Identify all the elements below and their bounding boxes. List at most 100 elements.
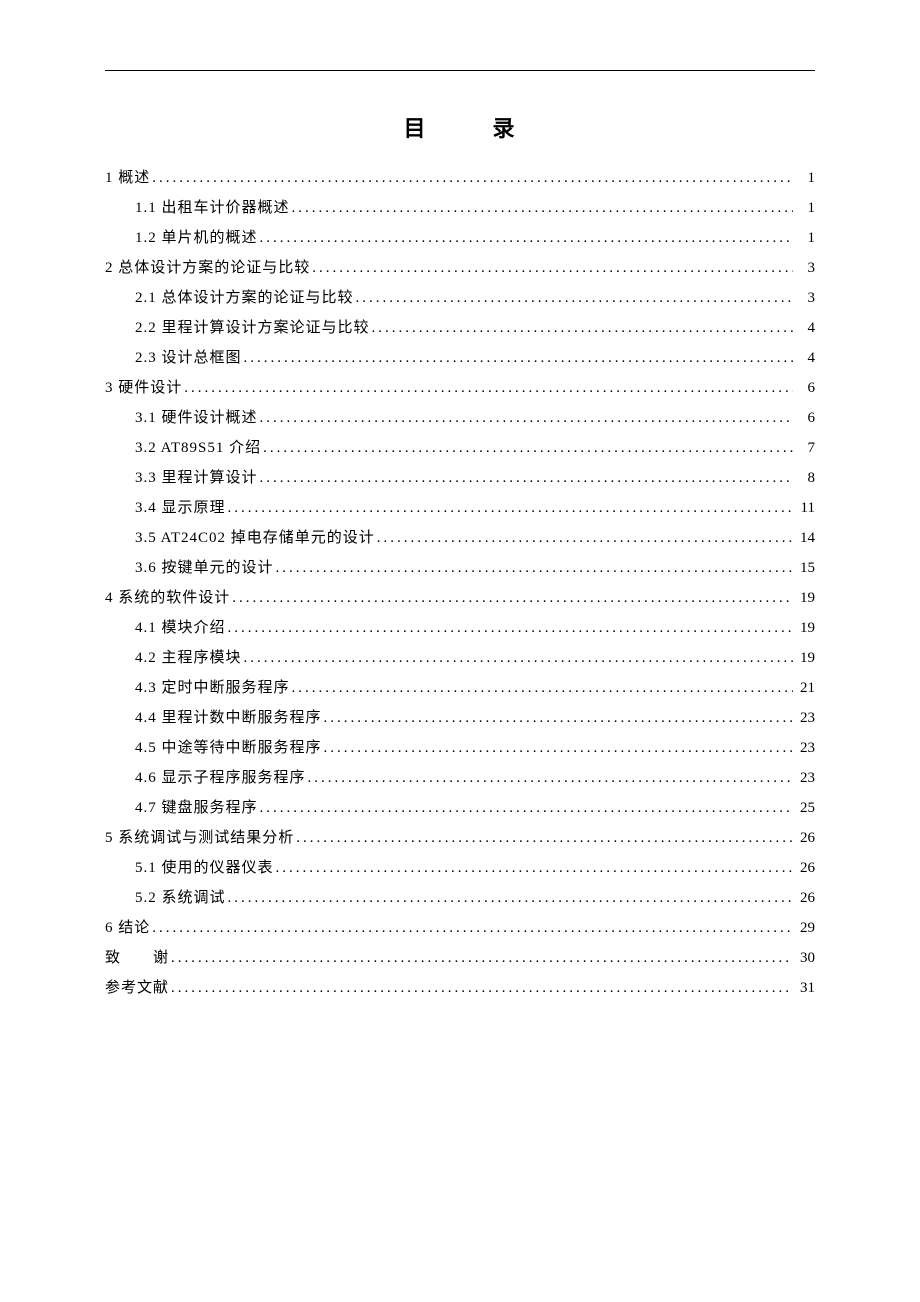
title-char-right: 录: [493, 116, 517, 141]
toc-entry-page: 6: [795, 373, 815, 403]
toc-leader-dots: [260, 223, 793, 253]
toc-leader-dots: [228, 613, 793, 643]
toc-leader-dots: [372, 313, 793, 343]
toc-entry-label: 3.3 里程计算设计: [135, 463, 258, 493]
toc-entry: 6 结论 29: [105, 913, 815, 943]
toc-leader-dots: [232, 583, 793, 613]
toc-entry: 4.1 模块介绍 19: [105, 613, 815, 643]
toc-leader-dots: [171, 943, 793, 973]
toc-entry-label: 1.2 单片机的概述: [135, 223, 258, 253]
toc-entry-label: 1.1 出租车计价器概述: [135, 193, 290, 223]
toc-entry-label: 4 系统的软件设计: [105, 583, 230, 613]
toc-entry-label: 4.3 定时中断服务程序: [135, 673, 290, 703]
toc-entry-page: 6: [795, 403, 815, 433]
toc-leader-dots: [152, 163, 793, 193]
toc-entry: 5.2 系统调试26: [105, 883, 815, 913]
toc-entry-page: 19: [795, 643, 815, 673]
toc-leader-dots: [184, 373, 793, 403]
toc-entry-label: 2.2 里程计算设计方案论证与比较: [135, 313, 370, 343]
toc-entry-label: 4.7 键盘服务程序: [135, 793, 258, 823]
header-underline: [105, 70, 815, 71]
toc-leader-dots: [308, 763, 793, 793]
toc-entry-page: 25: [795, 793, 815, 823]
toc-entry-label: 1 概述: [105, 163, 150, 193]
toc-leader-dots: [263, 433, 793, 463]
toc-entry: 1.1 出租车计价器概述 1: [105, 193, 815, 223]
toc-entry: 4.7 键盘服务程序 25: [105, 793, 815, 823]
toc-entry-label: 3.1 硬件设计概述: [135, 403, 258, 433]
toc-entry: 5 系统调试与测试结果分析26: [105, 823, 815, 853]
toc-entry-label: 5.1 使用的仪器仪表: [135, 853, 274, 883]
table-of-contents: 1 概述11.1 出租车计价器概述11.2 单片机的概述12 总体设计方案的论证…: [105, 163, 815, 1003]
toc-entry-label: 参考文献: [105, 973, 169, 1003]
toc-entry: 4.5 中途等待中断服务程序23: [105, 733, 815, 763]
toc-leader-dots: [244, 643, 793, 673]
toc-entry-label: 4.6 显示子程序服务程序: [135, 763, 306, 793]
toc-entry-page: 31: [795, 973, 815, 1003]
toc-entry: 3.6 按键单元的设计15: [105, 553, 815, 583]
toc-entry-page: 3: [795, 283, 815, 313]
toc-entry-label: 5.2 系统调试: [135, 883, 226, 913]
toc-leader-dots: [171, 973, 793, 1003]
toc-leader-dots: [296, 823, 793, 853]
toc-leader-dots: [260, 403, 793, 433]
toc-entry-page: 8: [795, 463, 815, 493]
toc-leader-dots: [260, 793, 793, 823]
toc-entry: 3.3 里程计算设计 8: [105, 463, 815, 493]
toc-entry-page: 14: [795, 523, 815, 553]
toc-entry: 4 系统的软件设计 19: [105, 583, 815, 613]
toc-entry-label: 3.5 AT24C02 掉电存储单元的设计: [135, 523, 375, 553]
toc-entry: 1.2 单片机的概述 1: [105, 223, 815, 253]
toc-entry: 2 总体设计方案的论证与比较 3: [105, 253, 815, 283]
toc-entry: 3 硬件设计 6: [105, 373, 815, 403]
toc-entry-label: 4.2 主程序模块: [135, 643, 242, 673]
toc-leader-dots: [312, 253, 793, 283]
toc-entry-label: 致 谢: [105, 943, 169, 973]
toc-entry-label: 3.2 AT89S51 介绍: [135, 433, 261, 463]
toc-entry-label: 5 系统调试与测试结果分析: [105, 823, 294, 853]
toc-entry: 1 概述 1: [105, 163, 815, 193]
toc-entry-page: 21: [795, 673, 815, 703]
toc-entry-page: 23: [795, 703, 815, 733]
toc-leader-dots: [377, 523, 793, 553]
toc-leader-dots: [152, 913, 793, 943]
toc-leader-dots: [260, 463, 793, 493]
toc-entry-page: 4: [795, 343, 815, 373]
toc-entry: 3.4 显示原理11: [105, 493, 815, 523]
toc-entry-label: 2.1 总体设计方案的论证与比较: [135, 283, 354, 313]
toc-leader-dots: [228, 493, 793, 523]
toc-leader-dots: [244, 343, 793, 373]
toc-entry: 2.1 总体设计方案的论证与比较 3: [105, 283, 815, 313]
toc-entry-label: 2 总体设计方案的论证与比较: [105, 253, 310, 283]
page-title: 目 录: [105, 111, 815, 143]
toc-leader-dots: [292, 193, 793, 223]
toc-entry-page: 19: [795, 583, 815, 613]
toc-entry-page: 1: [795, 223, 815, 253]
toc-entry-page: 11: [795, 493, 815, 523]
toc-entry: 3.5 AT24C02 掉电存储单元的设计 14: [105, 523, 815, 553]
toc-entry: 3.2 AT89S51 介绍 7: [105, 433, 815, 463]
toc-entry-page: 29: [795, 913, 815, 943]
toc-entry: 2.3 设计总框图4: [105, 343, 815, 373]
toc-entry-page: 4: [795, 313, 815, 343]
toc-entry: 5.1 使用的仪器仪表 26: [105, 853, 815, 883]
toc-entry-page: 1: [795, 163, 815, 193]
toc-leader-dots: [324, 703, 793, 733]
toc-entry-page: 19: [795, 613, 815, 643]
toc-entry-page: 23: [795, 733, 815, 763]
toc-entry-page: 1: [795, 193, 815, 223]
toc-leader-dots: [292, 673, 793, 703]
toc-entry-page: 3: [795, 253, 815, 283]
toc-entry: 4.3 定时中断服务程序 21: [105, 673, 815, 703]
toc-entry-label: 6 结论: [105, 913, 150, 943]
toc-leader-dots: [276, 853, 793, 883]
toc-entry-label: 3 硬件设计: [105, 373, 182, 403]
title-char-left: 目: [403, 116, 427, 141]
toc-entry-page: 30: [795, 943, 815, 973]
toc-leader-dots: [276, 553, 793, 583]
toc-entry-page: 7: [795, 433, 815, 463]
toc-entry-label: 4.1 模块介绍: [135, 613, 226, 643]
toc-entry: 4.4 里程计数中断服务程序23: [105, 703, 815, 733]
toc-leader-dots: [228, 883, 793, 913]
toc-entry-page: 26: [795, 853, 815, 883]
